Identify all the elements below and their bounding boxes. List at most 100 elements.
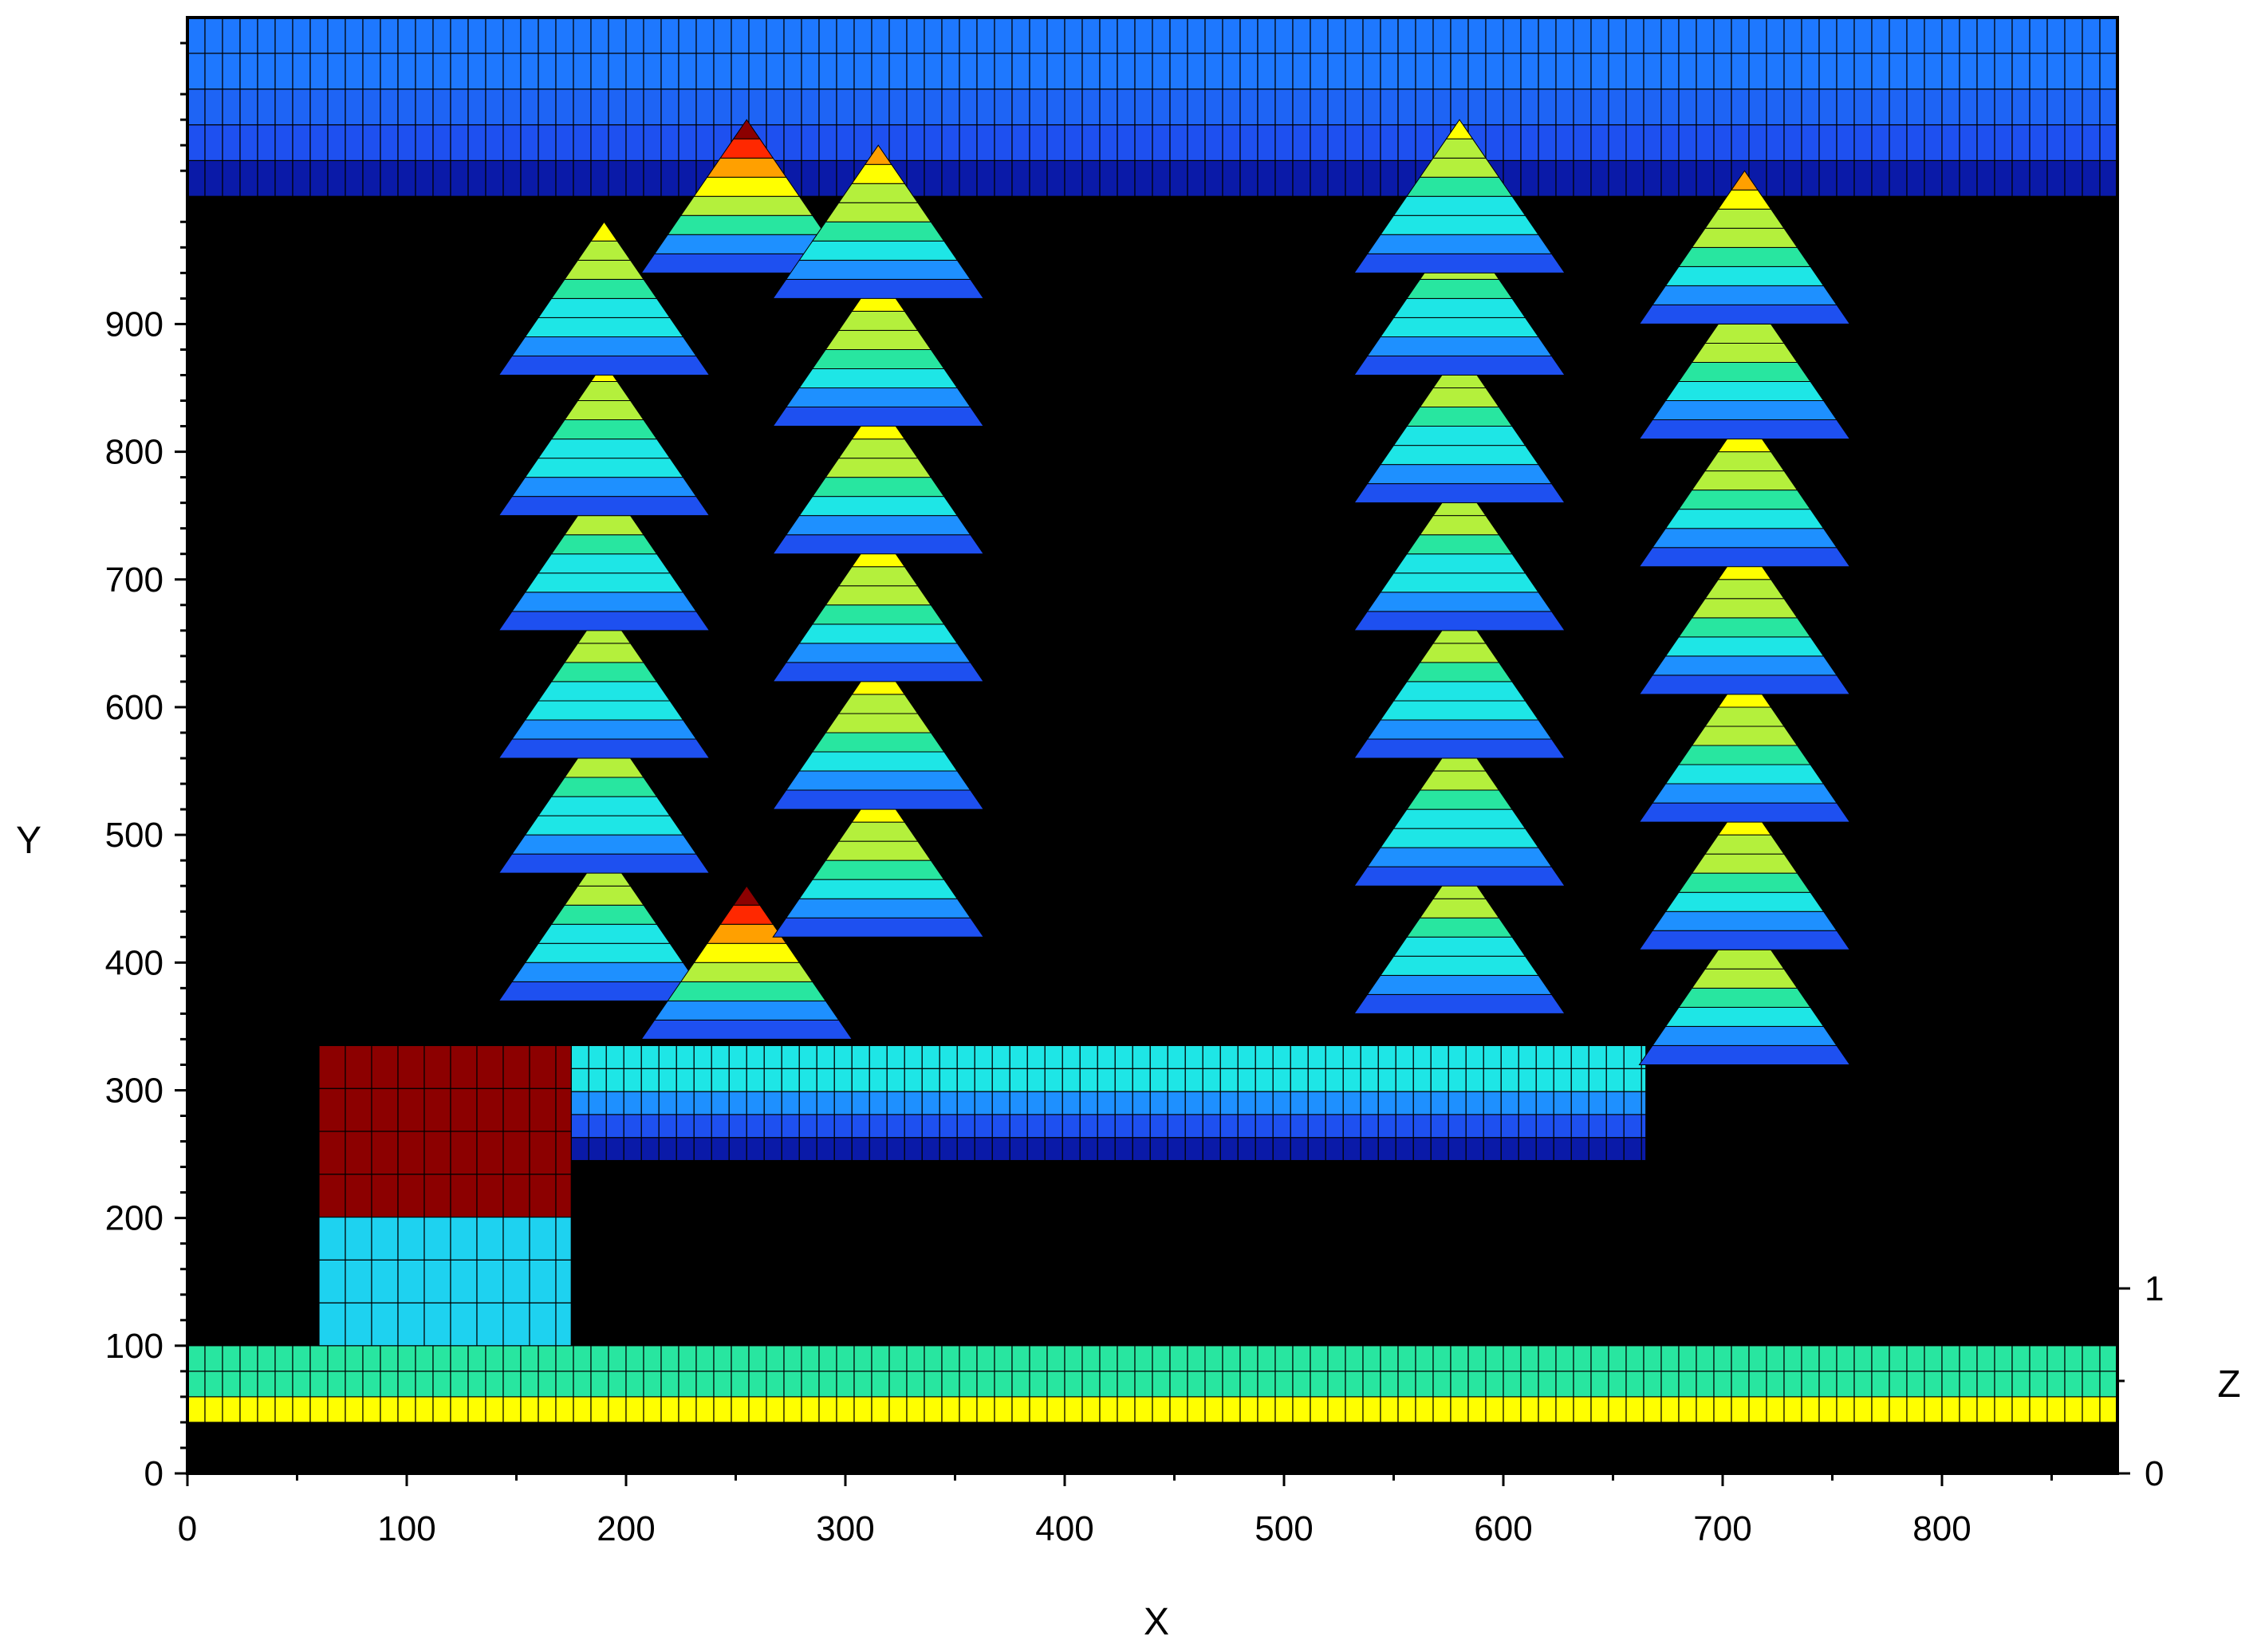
top-frame-band-facet (1696, 53, 1715, 90)
peak-facet (564, 515, 644, 536)
peak-facet (511, 719, 697, 740)
top-frame-band-facet (608, 159, 627, 197)
top-frame-band-facet (274, 159, 293, 197)
top-frame-band-facet (274, 124, 293, 161)
bottom-frame-band-facet (1994, 1345, 2013, 1372)
peak-facet (1678, 745, 1811, 765)
bottom-frame-band-facet (1152, 1371, 1171, 1398)
peak-facet (1366, 974, 1553, 995)
bottom-frame-band-facet (1643, 1371, 1662, 1398)
top-frame-band-facet (467, 17, 486, 54)
top-frame-band-facet (1941, 17, 1960, 54)
bottom-frame-band-facet (502, 1371, 522, 1398)
bottom-frame-band-facet (590, 1345, 609, 1372)
top-frame-band-facet (2011, 88, 2031, 126)
top-frame-band-facet (608, 17, 627, 54)
top-frame-band-facet (1678, 53, 1697, 90)
top-frame-band-facet (1766, 124, 1785, 161)
peak-facet (538, 297, 671, 318)
horizontal-ridge-facet (1342, 1068, 1361, 1092)
top-frame-band-facet (941, 88, 960, 126)
bottom-frame-band-facet (485, 1396, 504, 1423)
peak-facet (798, 879, 959, 899)
top-frame-band-facet (1836, 17, 1855, 54)
horizontal-ridge-facet (693, 1044, 712, 1069)
horizontal-ridge-facet (1588, 1068, 1607, 1092)
horizontal-ridge-facet (1377, 1137, 1396, 1162)
top-frame-band-facet (625, 124, 644, 161)
horizontal-ridge-facet (1219, 1137, 1239, 1162)
top-frame-band-facet (187, 17, 206, 54)
top-frame-band-facet (766, 17, 785, 54)
horizontal-ridge-facet (1412, 1114, 1432, 1139)
top-frame-band-facet (502, 88, 522, 126)
top-frame-band-facet (1011, 17, 1030, 54)
top-frame-band-facet (1678, 159, 1697, 197)
top-frame-band-facet (643, 88, 662, 126)
bottom-frame-band-facet (1590, 1371, 1609, 1398)
horizontal-ridge-facet (763, 1068, 782, 1092)
peak-facet (1353, 483, 1566, 504)
top-frame-band-facet (1362, 53, 1381, 90)
bottom-frame-band-facet (2029, 1371, 2048, 1398)
horizontal-ridge-facet (1535, 1114, 1554, 1139)
horizontal-ridge-facet (1167, 1137, 1186, 1162)
bottom-frame-band-facet (1274, 1345, 1294, 1372)
top-frame-band-facet (1362, 17, 1381, 54)
top-frame-band-facet (1187, 159, 1206, 197)
top-frame-band-facet (783, 17, 802, 54)
peak-facet (1664, 891, 1825, 912)
top-frame-band-facet (2046, 53, 2066, 90)
top-frame-band-facet (1976, 53, 1995, 90)
horizontal-ridge-facet (1272, 1137, 1291, 1162)
peak-facet (1652, 911, 1838, 931)
bottom-frame-band-facet (1731, 1345, 1750, 1372)
top-frame-band-facet (1573, 17, 1592, 54)
top-frame-band-facet (1748, 53, 1767, 90)
top-frame-band-facet (397, 88, 416, 126)
top-frame-band-facet (1853, 159, 1873, 197)
top-frame-band-facet (1696, 124, 1715, 161)
top-frame-band-facet (1362, 88, 1381, 126)
top-frame-band-facet (1380, 124, 1399, 161)
peak-facet (1392, 681, 1526, 702)
horizontal-ridge-facet (833, 1044, 853, 1069)
peak-facet (538, 553, 671, 574)
z-tick-label: 0 (2145, 1454, 2164, 1493)
bottom-frame-band-facet (292, 1371, 311, 1398)
top-frame-band-facet (941, 124, 960, 161)
horizontal-ridge-facet (1114, 1137, 1133, 1162)
horizontal-ridge-facet (1623, 1114, 1642, 1139)
bottom-frame-band-facet (1783, 1396, 1802, 1423)
square-block-facet (423, 1044, 451, 1089)
bottom-frame-band-facet (432, 1371, 451, 1398)
x-tick-label: 0 (178, 1509, 197, 1548)
bottom-frame-band-facet (1064, 1371, 1083, 1398)
top-frame-band-facet (485, 17, 504, 54)
horizontal-ridge-facet (956, 1068, 975, 1092)
peak-facet (550, 777, 658, 797)
bottom-frame-band-facet (976, 1371, 995, 1398)
bottom-frame-band-facet (2099, 1371, 2118, 1398)
square-block-facet (423, 1259, 451, 1304)
bottom-frame-band-facet (678, 1345, 697, 1372)
horizontal-ridge-facet (746, 1114, 765, 1139)
top-frame-band-facet (362, 17, 381, 54)
top-frame-band-facet (1713, 88, 1732, 126)
bottom-frame-band-facet (643, 1345, 662, 1372)
top-frame-band-facet (1345, 53, 1364, 90)
square-block-facet (371, 1088, 399, 1132)
top-frame-band-facet (1345, 88, 1364, 126)
bottom-frame-band-facet (2099, 1396, 2118, 1423)
top-frame-band-facet (695, 53, 715, 90)
horizontal-ridge-facet (623, 1091, 642, 1115)
top-frame-band-facet (485, 88, 504, 126)
top-frame-band-facet (1029, 159, 1048, 197)
top-frame-band-facet (274, 88, 293, 126)
horizontal-ridge-facet (1570, 1044, 1589, 1069)
top-frame-band-facet (1801, 159, 1820, 197)
peak-facet (590, 221, 618, 242)
top-frame-band-facet (1766, 53, 1785, 90)
top-frame-band-facet (1520, 53, 1539, 90)
top-frame-band-facet (1748, 124, 1767, 161)
